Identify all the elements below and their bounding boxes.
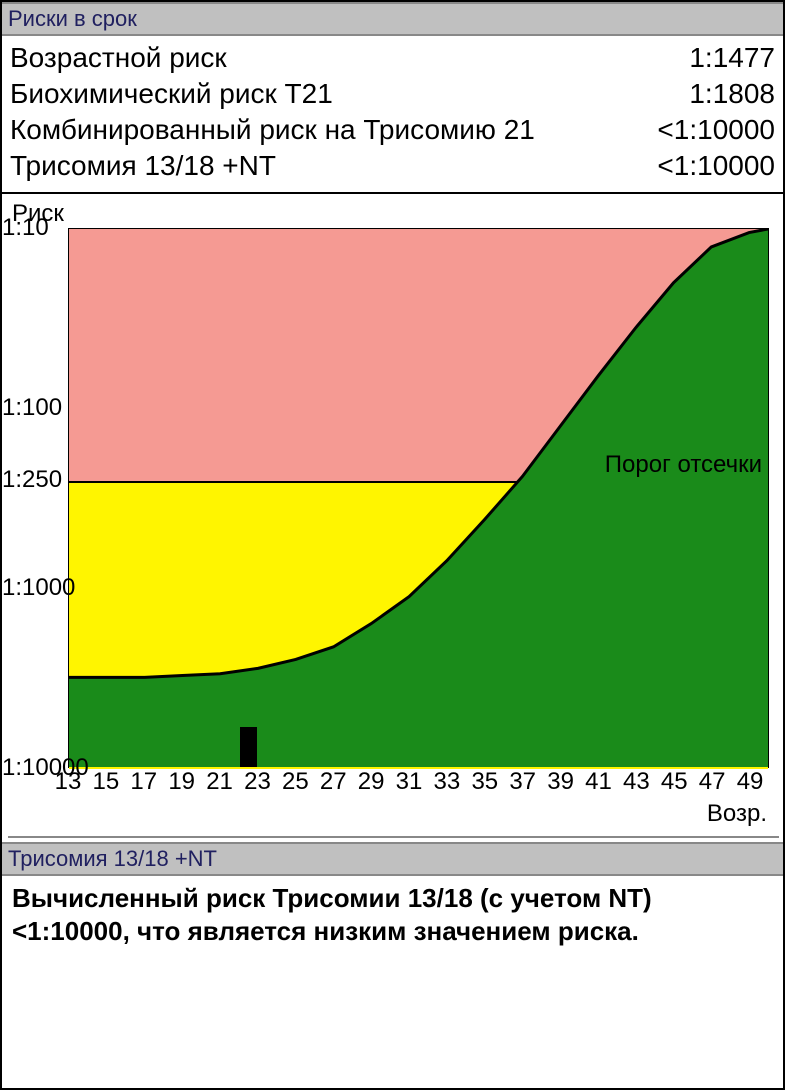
x-tick-label: 19 bbox=[168, 768, 195, 796]
risk-value: <1:10000 bbox=[657, 114, 775, 146]
x-tick-label: 17 bbox=[130, 768, 157, 796]
chart-container: Риск Порог отсечки 1:101:1001:2501:10001… bbox=[2, 194, 783, 842]
x-axis-title: Возр. bbox=[8, 798, 779, 838]
risk-label: Комбинированный риск на Трисомию 21 bbox=[10, 114, 535, 146]
conclusion-text: Вычисленный риск Трисомии 13/18 (с учето… bbox=[2, 876, 783, 953]
green-area bbox=[69, 229, 768, 767]
x-tick-label: 35 bbox=[471, 768, 498, 796]
threshold-label: Порог отсечки bbox=[605, 451, 762, 479]
section-header-text: Трисомия 13/18 +NT bbox=[8, 846, 217, 871]
x-tick-label: 47 bbox=[699, 768, 726, 796]
x-tick-label: 49 bbox=[737, 768, 764, 796]
risk-table: Возрастной риск 1:1477 Биохимический рис… bbox=[2, 36, 783, 194]
section-header-text: Риски в срок bbox=[8, 6, 137, 31]
x-tick-label: 33 bbox=[434, 768, 461, 796]
risk-value: 1:1477 bbox=[689, 42, 775, 74]
plot-area: Порог отсечки bbox=[68, 228, 769, 768]
x-tick-label: 43 bbox=[623, 768, 650, 796]
section-header-trisomy: Трисомия 13/18 +NT bbox=[2, 842, 783, 876]
x-tick-label: 29 bbox=[358, 768, 385, 796]
risk-row: Биохимический риск T21 1:1808 bbox=[10, 76, 775, 112]
x-tick-label: 25 bbox=[282, 768, 309, 796]
chart-wrap: Порог отсечки 1:101:1001:2501:10001:1000… bbox=[8, 228, 779, 768]
patient-marker bbox=[240, 727, 257, 768]
risk-value: 1:1808 bbox=[689, 78, 775, 110]
risk-row: Трисомия 13/18 +NT <1:10000 bbox=[10, 148, 775, 184]
x-tick-label: 37 bbox=[509, 768, 536, 796]
section-header-risks: Риски в срок bbox=[2, 2, 783, 36]
risk-row: Комбинированный риск на Трисомию 21 <1:1… bbox=[10, 112, 775, 148]
risk-value: <1:10000 bbox=[657, 150, 775, 182]
x-tick-label: 31 bbox=[396, 768, 423, 796]
x-tick-label: 27 bbox=[320, 768, 347, 796]
x-tick-label: 41 bbox=[585, 768, 612, 796]
x-tick-label: 45 bbox=[661, 768, 688, 796]
x-axis-labels: 13151719212325272931333537394143454749 bbox=[68, 768, 769, 798]
risk-row: Возрастной риск 1:1477 bbox=[10, 40, 775, 76]
risk-label: Биохимический риск T21 bbox=[10, 78, 333, 110]
x-tick-label: 21 bbox=[206, 768, 233, 796]
curve-svg bbox=[69, 229, 768, 767]
x-tick-label: 23 bbox=[244, 768, 271, 796]
risk-label: Возрастной риск bbox=[10, 42, 227, 74]
y-axis-title: Риск bbox=[12, 200, 779, 228]
x-tick-label: 13 bbox=[55, 768, 82, 796]
risk-label: Трисомия 13/18 +NT bbox=[10, 150, 276, 182]
x-tick-label: 15 bbox=[93, 768, 120, 796]
x-tick-label: 39 bbox=[547, 768, 574, 796]
